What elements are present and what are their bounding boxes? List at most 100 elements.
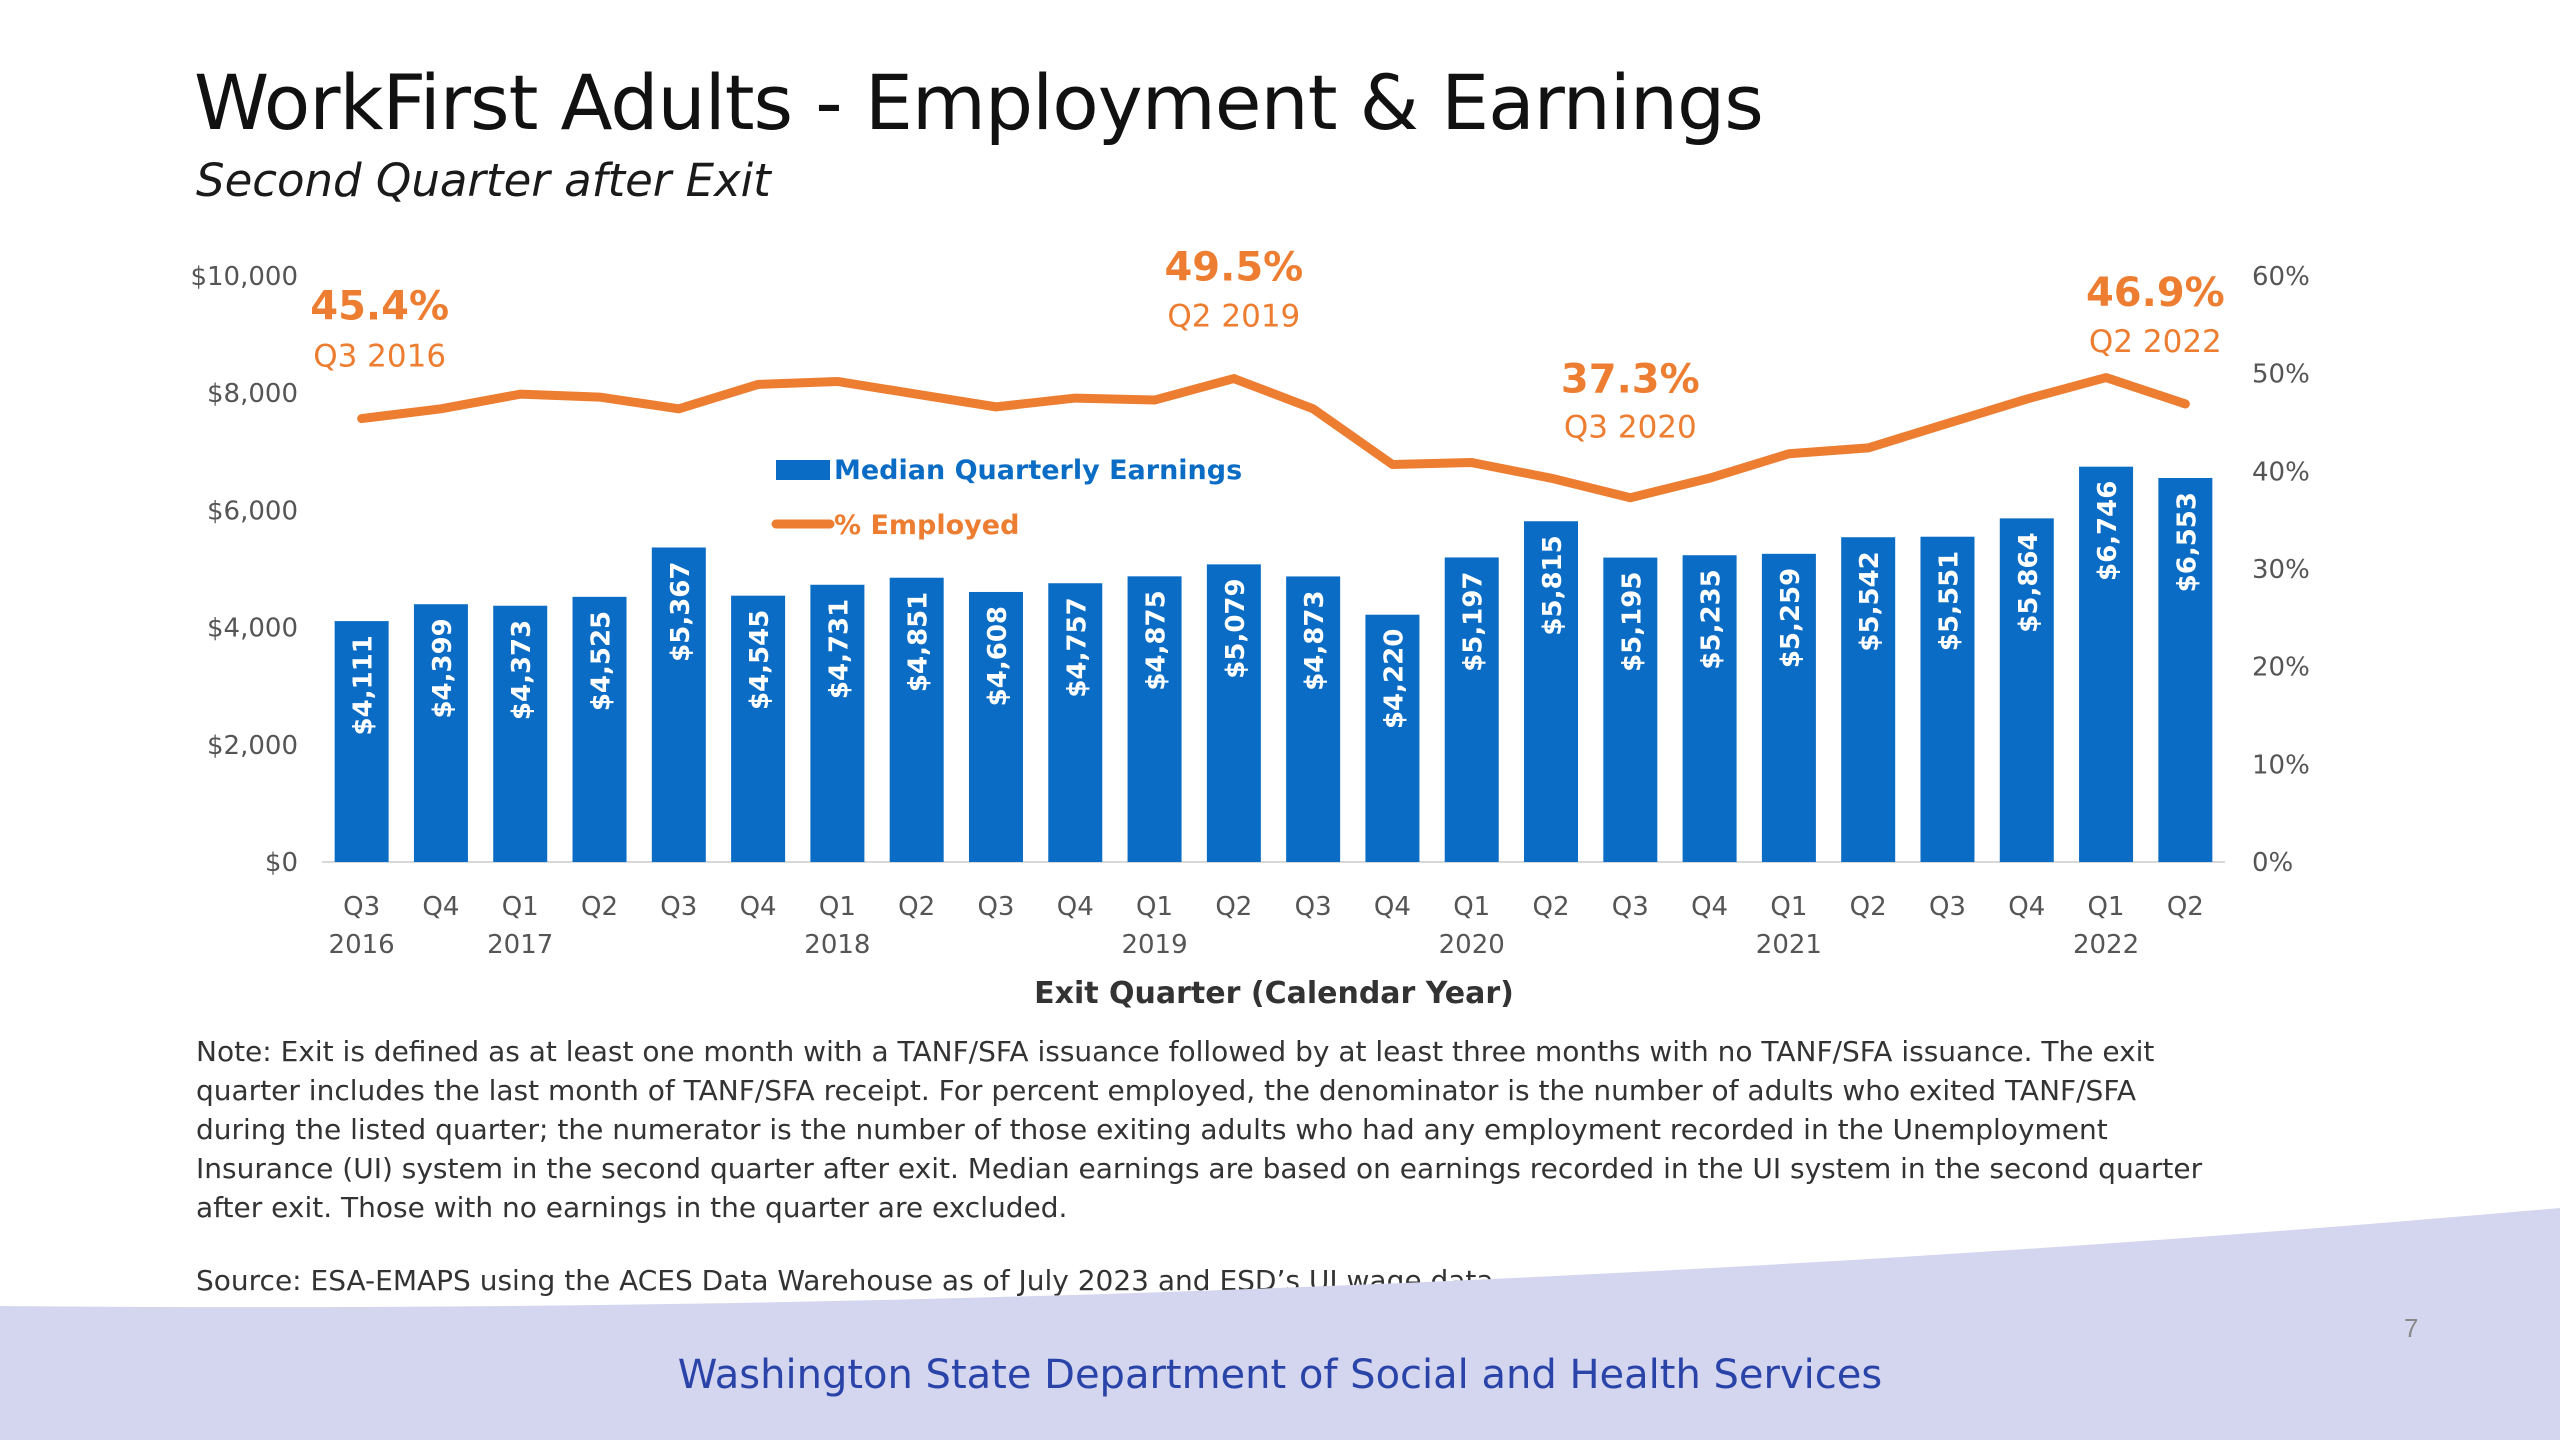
legend-label-employed: % Employed — [834, 510, 1019, 541]
x-year-label: 2020 — [1439, 930, 1505, 960]
employed-point — [677, 407, 680, 410]
x-year-label: 2016 — [329, 930, 395, 960]
earnings-bar — [2079, 466, 2134, 862]
x-tick-label: Q3 — [1612, 892, 1649, 922]
x-tick-label: Q2 — [1533, 892, 1570, 922]
employed-point — [1391, 463, 1394, 466]
annotation-label: Q3 2020 — [1564, 410, 1697, 446]
earnings-bar — [1206, 564, 1261, 862]
earnings-bar-label: $4,399 — [428, 618, 458, 718]
earnings-bar-label: $4,545 — [745, 610, 775, 710]
x-tick-label: Q1 — [2088, 892, 2125, 922]
earnings-bar-label: $5,551 — [1934, 551, 1964, 651]
earnings-bar — [651, 547, 706, 862]
employed-point — [1629, 496, 1632, 499]
earnings-bar — [1761, 553, 1816, 862]
earnings-bar — [889, 577, 944, 862]
annotation-label: Q2 2022 — [2089, 324, 2222, 360]
slide-subtitle: Second Quarter after Exit — [196, 154, 771, 207]
earnings-bar-label: $5,864 — [2014, 532, 2044, 632]
earnings-bar — [810, 584, 865, 862]
y-left-tick-label: $2,000 — [207, 731, 298, 761]
employed-point — [1946, 422, 1949, 425]
earnings-bar — [1524, 521, 1579, 862]
earnings-bar-label: $4,757 — [1062, 597, 1092, 697]
earnings-bar — [1286, 576, 1341, 862]
earnings-bar-label: $5,079 — [1221, 578, 1251, 678]
employed-point — [836, 380, 839, 383]
employed-point — [2105, 376, 2108, 379]
employed-point — [360, 417, 363, 420]
y-right-tick-label: 60% — [2252, 262, 2310, 292]
y-left-tick-label: $10,000 — [190, 262, 298, 292]
y-right-tick-label: 40% — [2252, 457, 2310, 487]
y-right-tick-label: 30% — [2252, 555, 2310, 585]
annotation-value: 49.5% — [1164, 245, 1303, 291]
legend-label-earnings: Median Quarterly Earnings — [834, 455, 1242, 486]
earnings-bar — [572, 596, 627, 862]
footer-organization: Washington State Department of Social an… — [677, 1352, 1883, 1398]
x-year-label: 2017 — [487, 930, 553, 960]
x-tick-label: Q2 — [2167, 892, 2204, 922]
employed-point — [1153, 399, 1156, 402]
earnings-bar-label: $4,525 — [587, 611, 617, 711]
employed-point — [439, 407, 442, 410]
employed-point — [1232, 377, 1235, 380]
earnings-bar — [1841, 537, 1896, 862]
employment-earnings-chart: $0 $2,000 $4,000 $6,000 $8,000 $10,000 0% 10% 20… — [190, 245, 2310, 1011]
earnings-bar-label: $4,851 — [904, 592, 934, 692]
x-tick-label: Q2 — [581, 892, 618, 922]
employed-point — [1787, 452, 1790, 455]
x-tick-label: Q4 — [740, 892, 777, 922]
employed-point — [757, 383, 760, 386]
earnings-bar-label: $4,608 — [983, 606, 1013, 706]
employed-line — [357, 373, 2190, 503]
earnings-bar — [413, 604, 468, 862]
earnings-bar-label: $5,235 — [1697, 569, 1727, 669]
annotation-value: 45.4% — [310, 284, 449, 330]
y-right-tick-label: 10% — [2252, 750, 2310, 780]
earnings-bar — [1444, 557, 1499, 862]
x-tick-label: Q4 — [1374, 892, 1411, 922]
earnings-bar-label: $6,553 — [2172, 492, 2202, 592]
annotation-value: 37.3% — [1561, 357, 1700, 403]
x-tick-label: Q2 — [898, 892, 935, 922]
earnings-bar-label: $4,220 — [1379, 629, 1409, 729]
earnings-bar — [1920, 536, 1975, 862]
x-year-label: 2022 — [2073, 930, 2139, 960]
y-right-tick-label: 0% — [2252, 848, 2293, 878]
y-right-tick-label: 50% — [2252, 360, 2310, 390]
employed-point — [1867, 446, 1870, 449]
x-tick-label: Q4 — [422, 892, 459, 922]
employed-point — [2025, 398, 2028, 401]
footer-band — [0, 1208, 2560, 1440]
annotation-label: Q3 2016 — [313, 339, 446, 375]
x-tick-label: Q4 — [2008, 892, 2045, 922]
earnings-bar — [1682, 555, 1737, 862]
earnings-bar — [334, 621, 389, 862]
x-year-label: 2021 — [1756, 930, 1822, 960]
y-left-tick-label: $0 — [265, 848, 298, 878]
earnings-bar-label: $6,746 — [2093, 481, 2123, 581]
x-tick-label: Q3 — [1295, 892, 1332, 922]
employed-point — [598, 396, 601, 399]
x-tick-label: Q1 — [819, 892, 856, 922]
earnings-bar — [1365, 614, 1420, 862]
x-tick-label: Q1 — [1770, 892, 1807, 922]
earnings-bar — [1999, 518, 2054, 862]
x-year-label: 2019 — [1121, 930, 1187, 960]
x-tick-label: Q1 — [1453, 892, 1490, 922]
x-tick-label: Q1 — [502, 892, 539, 922]
employed-point — [994, 405, 997, 408]
x-axis-title: Exit Quarter (Calendar Year) — [1034, 976, 1514, 1011]
earnings-bar-label: $4,873 — [1300, 590, 1330, 690]
annotation-label: Q2 2019 — [1167, 299, 1300, 335]
earnings-bar-label: $4,875 — [1142, 590, 1172, 690]
earnings-bar — [731, 595, 786, 862]
earnings-bar-label: $5,195 — [1617, 572, 1647, 672]
slide-title: WorkFirst Adults - Employment & Earnings — [194, 58, 1764, 147]
y-left-tick-label: $6,000 — [207, 496, 298, 526]
earnings-bar — [1127, 576, 1182, 862]
x-tick-label: Q2 — [1215, 892, 1252, 922]
earnings-bar-label: $4,373 — [507, 620, 537, 720]
